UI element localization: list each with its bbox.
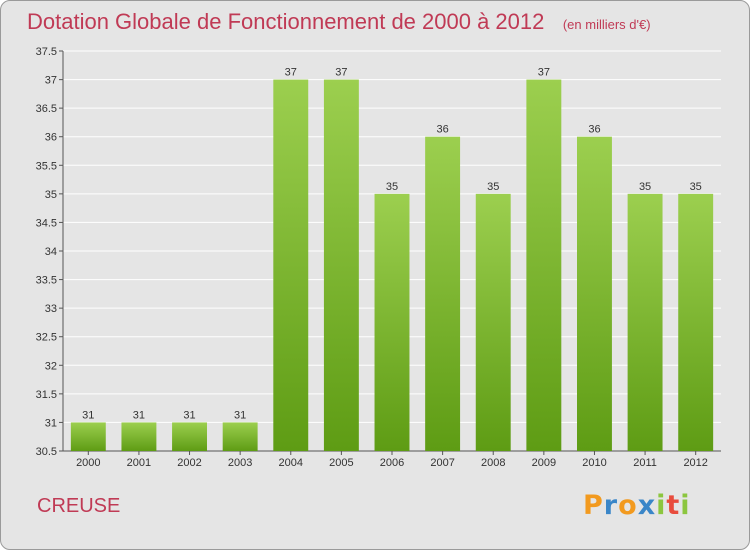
bar [222, 422, 258, 451]
logo-letter: i [656, 490, 667, 521]
logo-letter: t [666, 490, 681, 521]
y-tick-label: 36 [45, 132, 57, 144]
bar [526, 79, 562, 452]
proxiti-logo[interactable]: Proxiti [583, 490, 691, 521]
y-tick-label: 34.5 [36, 217, 57, 229]
y-tick-label: 33 [45, 303, 57, 315]
data-label: 31 [82, 409, 94, 421]
x-tick-label: 2000 [76, 457, 100, 469]
y-tick-label: 32.5 [36, 332, 57, 344]
x-tick-label: 2011 [633, 457, 657, 469]
x-tick-label: 2003 [228, 457, 252, 469]
data-label: 35 [487, 181, 499, 193]
chart-unit: (en milliers d'€) [562, 17, 651, 32]
bar [627, 193, 663, 451]
y-tick-label: 35 [45, 189, 57, 201]
bar [121, 422, 157, 451]
bar [475, 193, 511, 451]
data-label: 36 [436, 124, 448, 136]
x-tick-label: 2005 [329, 457, 353, 469]
region-name: CREUSE [37, 495, 121, 517]
y-tick-label: 35.5 [36, 160, 57, 172]
x-tick-label: 2006 [380, 457, 404, 469]
x-tick-label: 2004 [279, 457, 303, 469]
data-label: 37 [538, 67, 550, 79]
bar [374, 193, 410, 451]
bar [172, 422, 208, 451]
bar [425, 136, 461, 451]
x-tick-label: 2012 [683, 457, 707, 469]
x-tick-label: 2008 [481, 457, 505, 469]
logo-letter: x [637, 490, 657, 521]
bar [576, 136, 612, 451]
logo-letter: o [618, 490, 638, 521]
bar [323, 79, 359, 452]
data-label: 36 [588, 124, 600, 136]
x-tick-label: 2010 [582, 457, 606, 469]
title-row: Dotation Globale de Fonctionnement de 20… [27, 9, 651, 35]
data-label: 35 [690, 181, 702, 193]
x-tick-label: 2002 [177, 457, 201, 469]
y-tick-label: 36.5 [36, 103, 57, 115]
data-label: 35 [639, 181, 651, 193]
data-label: 31 [183, 409, 195, 421]
y-tick-label: 37.5 [36, 46, 57, 58]
logo-letter: P [583, 490, 604, 521]
logo-letter: r [603, 490, 619, 521]
y-tick-label: 30.5 [36, 446, 57, 458]
y-tick-label: 37 [45, 75, 57, 87]
y-tick-label: 31.5 [36, 389, 57, 401]
data-label: 35 [386, 181, 398, 193]
data-label: 31 [234, 409, 246, 421]
x-tick-label: 2009 [532, 457, 556, 469]
x-tick-label: 2001 [127, 457, 151, 469]
bar [678, 193, 714, 451]
data-label: 31 [133, 409, 145, 421]
logo-letter: i [680, 490, 691, 521]
y-tick-label: 34 [45, 246, 57, 258]
chart-title: Dotation Globale de Fonctionnement de 20… [27, 9, 545, 34]
bar [70, 422, 106, 451]
y-tick-label: 31 [45, 417, 57, 429]
y-tick-label: 32 [45, 360, 57, 372]
y-tick-label: 33.5 [36, 275, 57, 287]
bar [273, 79, 309, 452]
data-label: 37 [285, 67, 297, 79]
x-tick-label: 2007 [430, 457, 454, 469]
data-label: 37 [335, 67, 347, 79]
